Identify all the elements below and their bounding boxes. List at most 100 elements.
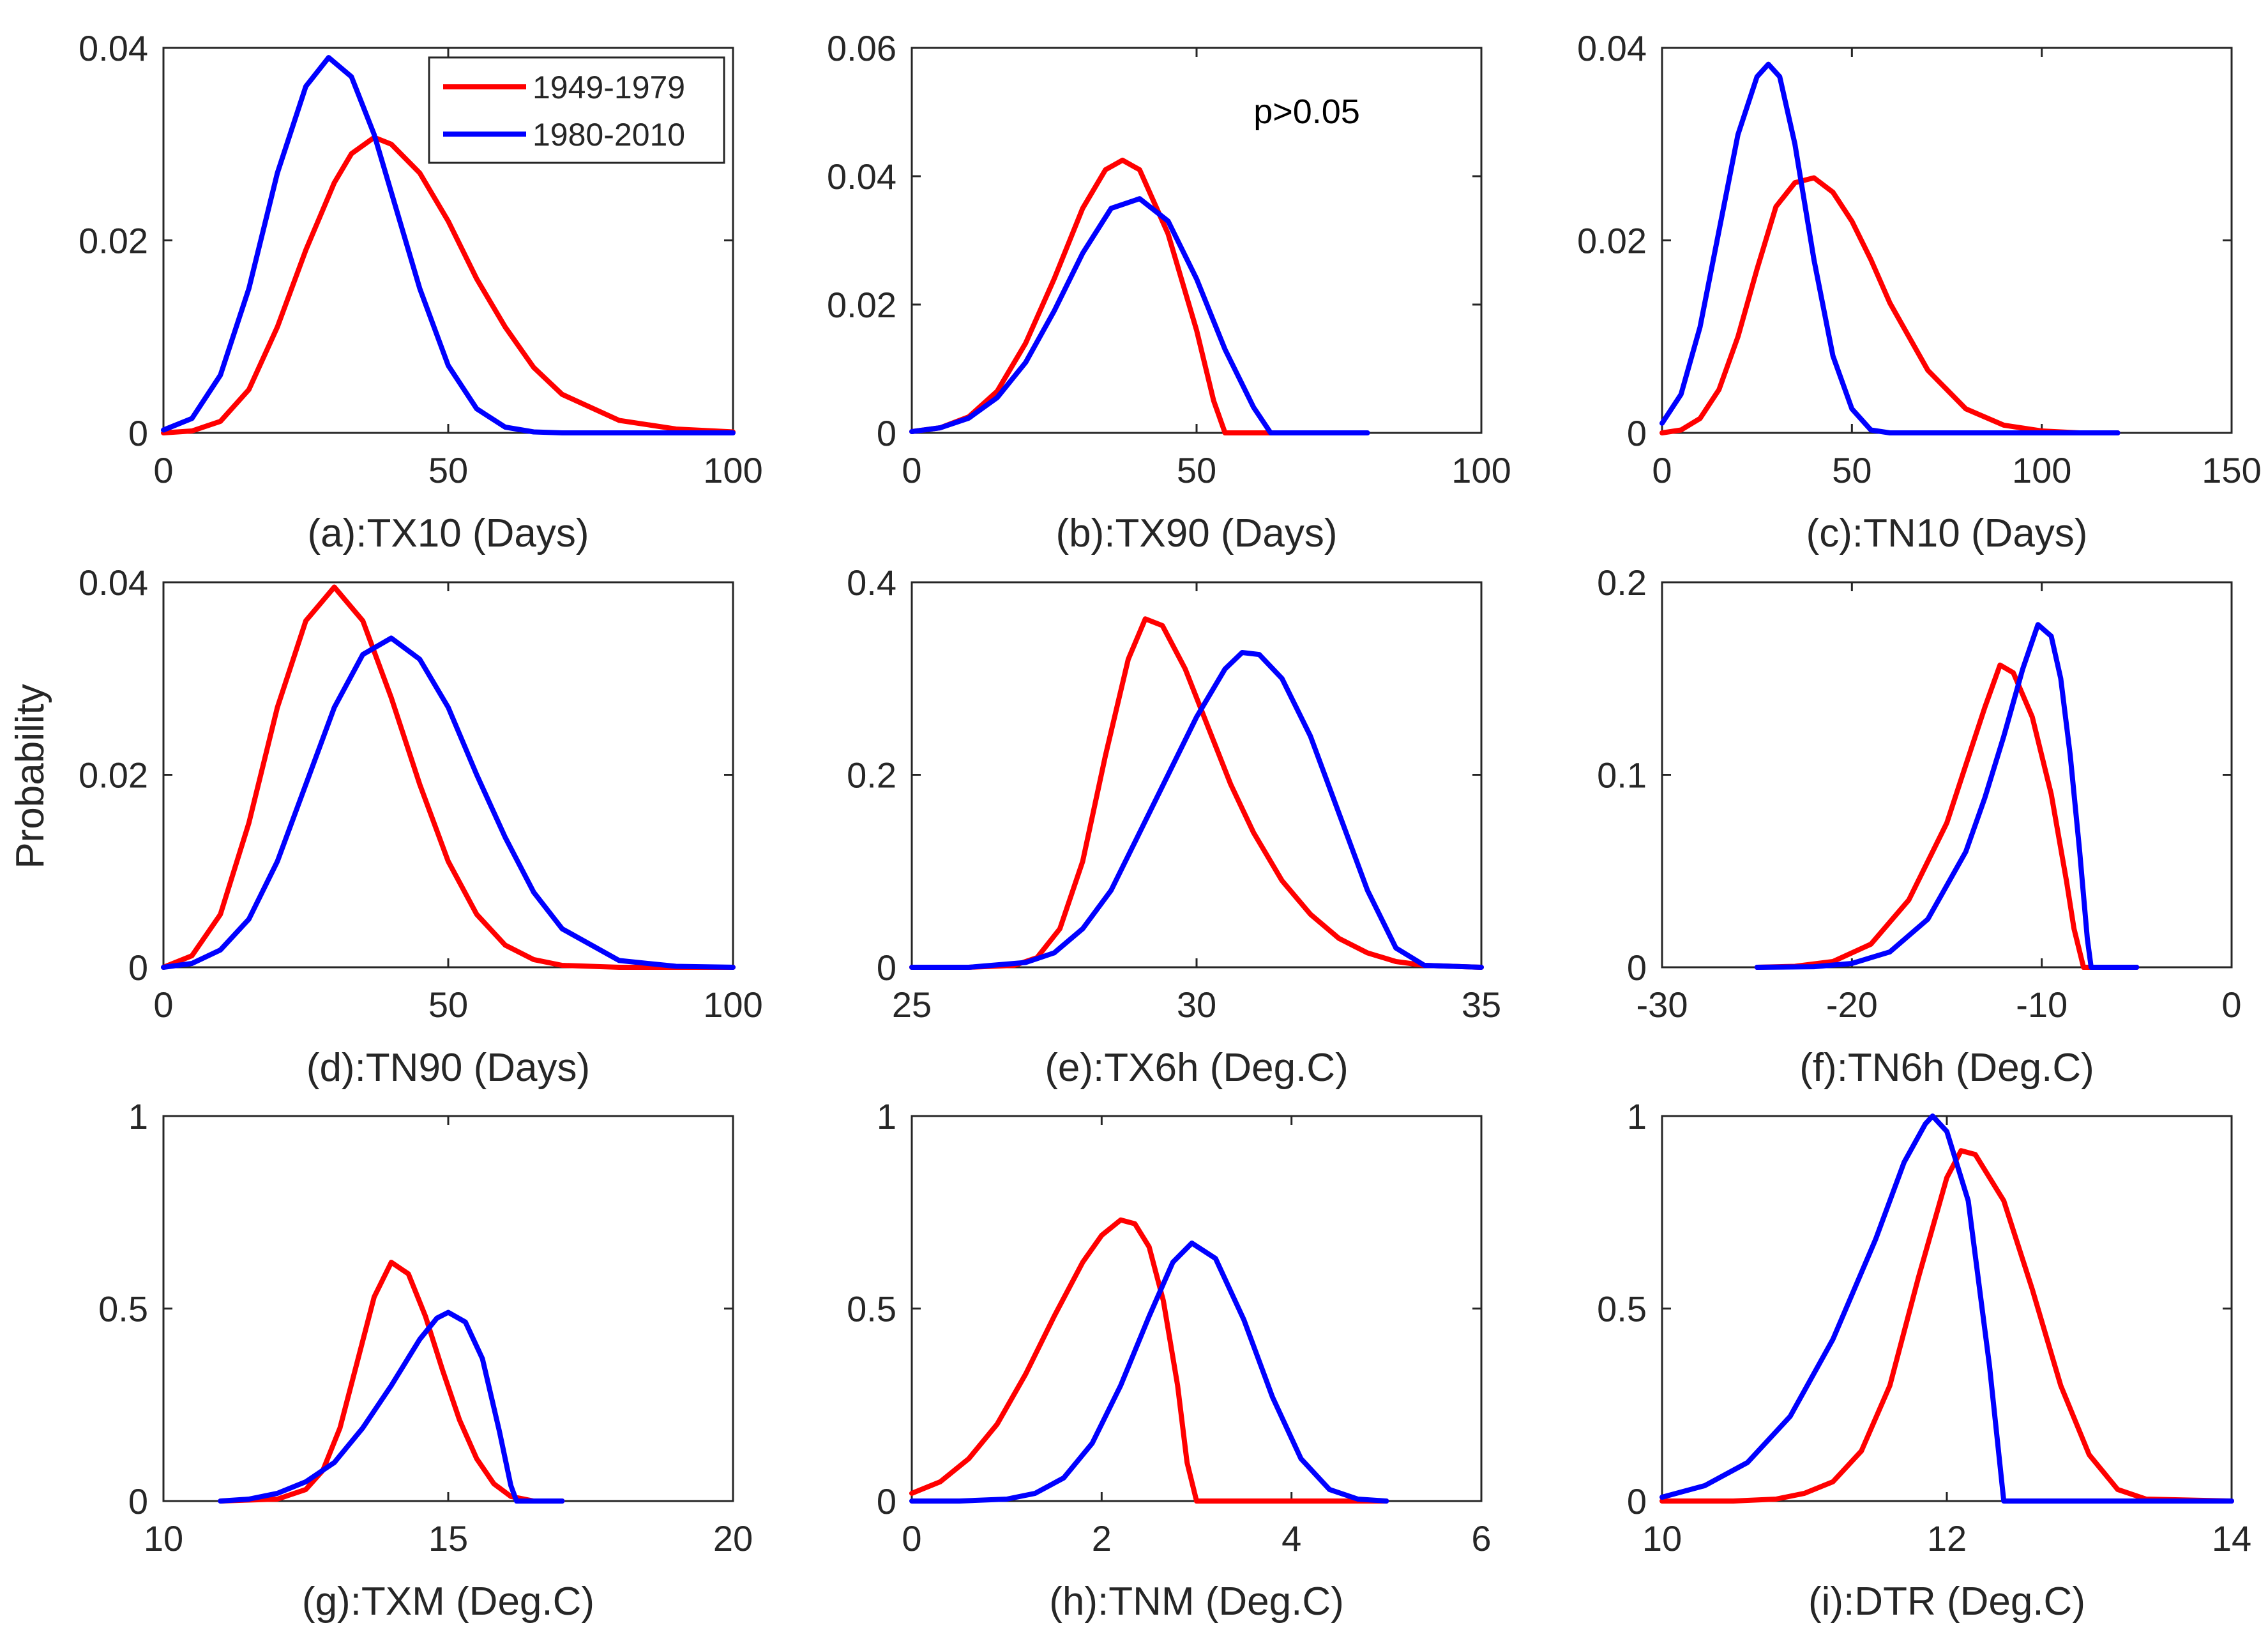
x-axis-label: (c):TN10 (Days) — [1806, 511, 2088, 555]
plot-area-e — [911, 581, 1483, 969]
y-tick-label: 0.2 — [847, 755, 896, 796]
x-tick-label: -10 — [2016, 985, 2068, 1025]
x-tick-label: 50 — [1177, 450, 1216, 490]
x-tick-label: 35 — [1462, 985, 1501, 1025]
y-tick-label: 0.5 — [847, 1289, 896, 1329]
x-tick-label: 0 — [902, 1518, 921, 1558]
series-line-1980-2010 — [1659, 61, 2121, 435]
x-tick-label: 10 — [144, 1518, 183, 1558]
x-tick-label: 25 — [892, 985, 932, 1025]
series-line-1949-1979 — [1659, 175, 2121, 435]
y-tick-label: 0 — [1627, 413, 1647, 453]
y-tick-label: 1 — [877, 1096, 896, 1136]
series-line-1949-1979 — [1754, 662, 2140, 970]
series-line-1980-2010 — [218, 1309, 565, 1504]
x-axis-label: (b):TX90 (Days) — [1056, 511, 1338, 555]
y-tick-label: 0 — [877, 1481, 896, 1521]
legend: 1949-1979 1980-2010 — [428, 56, 725, 164]
x-axis-label: (i):DTR (Deg.C) — [1808, 1580, 2085, 1624]
plot-area-h — [911, 1115, 1483, 1502]
y-tick-label: 0.02 — [1577, 221, 1647, 261]
y-tick-label: 0.06 — [827, 28, 896, 68]
x-tick-label: 0 — [902, 450, 921, 490]
x-axis-label: (g):TXM (Deg.C) — [302, 1580, 594, 1624]
series-line-1980-2010 — [161, 55, 736, 435]
x-tick-label: 0 — [153, 450, 173, 490]
series-line-1949-1979 — [1659, 1148, 2234, 1504]
x-tick-label: 0 — [153, 985, 173, 1025]
series-line-1949-1979 — [909, 1217, 1389, 1504]
x-tick-label: 2 — [1092, 1518, 1112, 1558]
y-tick-label: 1 — [1627, 1096, 1647, 1136]
y-tick-label: 0 — [877, 947, 896, 988]
y-tick-label: 0 — [1627, 947, 1647, 988]
x-tick-label: 30 — [1177, 985, 1216, 1025]
panel-d: 0 50 100 0 0.02 0.04 (d):TN90 (Days) — [79, 562, 763, 1090]
y-tick-label: 0.02 — [79, 755, 148, 796]
series-line-1949-1979 — [161, 135, 736, 435]
series-line-1980-2010 — [161, 635, 736, 970]
series-line-1949-1979 — [909, 157, 1285, 435]
x-tick-label: 100 — [2012, 450, 2071, 490]
x-tick-label: 100 — [1451, 450, 1511, 490]
x-tick-label: 12 — [1927, 1518, 1967, 1558]
legend-box — [428, 56, 725, 164]
series-line-1980-2010 — [909, 1241, 1389, 1504]
x-tick-label: 10 — [1642, 1518, 1682, 1558]
plot-area-b — [911, 47, 1483, 434]
x-tick-label: -30 — [1637, 985, 1688, 1025]
y-tick-label: 0 — [1627, 1481, 1647, 1521]
series-line-1980-2010 — [909, 650, 1484, 970]
x-tick-label: 15 — [428, 1518, 468, 1558]
plot-area-g — [162, 1115, 734, 1502]
x-tick-label: 20 — [713, 1518, 753, 1558]
panel-b: 0 50 100 0 0.02 0.04 0.06 (b):TX90 (Days) p>0.05 — [827, 28, 1511, 555]
series-line-1949-1979 — [161, 584, 736, 970]
y-tick-label: 0.04 — [79, 562, 148, 603]
figure-ylabel: Probability — [8, 684, 52, 868]
y-tick-label: 0.04 — [827, 156, 896, 197]
panel-h: 0 2 4 6 0 0.5 1 (h):TNM (Deg.C) — [847, 1096, 1491, 1624]
legend-label: 1980-2010 — [533, 117, 685, 153]
y-tick-label: 0.1 — [1597, 755, 1647, 796]
y-tick-label: 0 — [128, 947, 148, 988]
panel-c: 0 50 100 150 0 0.02 0.04 (c):TN10 (Days) — [1577, 28, 2262, 555]
panel-e: 25 30 35 0 0.2 0.4 (e):TX6h (Deg.C) — [847, 562, 1501, 1090]
x-tick-label: 100 — [703, 450, 762, 490]
y-tick-label: 0 — [128, 413, 148, 453]
x-tick-label: -20 — [1826, 985, 1878, 1025]
x-tick-label: 50 — [428, 450, 468, 490]
panel-g: 10 15 20 0 0.5 1 (g):TXM (Deg.C) — [98, 1096, 753, 1624]
y-tick-label: 0.02 — [827, 285, 896, 325]
y-tick-label: 0 — [877, 413, 896, 453]
x-axis-label: (f):TN6h (Deg.C) — [1799, 1046, 2094, 1090]
x-tick-label: 14 — [2212, 1518, 2251, 1558]
x-tick-label: 150 — [2202, 450, 2261, 490]
y-tick-label: 0 — [128, 1481, 148, 1521]
y-tick-label: 0.04 — [79, 28, 148, 68]
series-line-1980-2010 — [909, 196, 1370, 435]
panel-i: 10 12 14 0 0.5 1 (i):DTR (Deg.C) — [1597, 1096, 2251, 1624]
plot-area-d — [162, 581, 734, 969]
y-tick-label: 0.2 — [1597, 562, 1647, 603]
y-tick-label: 0.4 — [847, 562, 896, 603]
legend-label: 1949-1979 — [533, 70, 685, 105]
plot-area-c — [1661, 47, 2233, 434]
x-axis-label: (e):TX6h (Deg.C) — [1045, 1046, 1348, 1090]
x-tick-label: 0 — [2221, 985, 2241, 1025]
x-axis-label: (a):TX10 (Days) — [308, 511, 589, 555]
x-axis-label: (d):TN90 (Days) — [306, 1046, 590, 1090]
y-tick-label: 0.5 — [1597, 1289, 1647, 1329]
plot-area-f — [1661, 581, 2233, 969]
x-tick-label: 4 — [1281, 1518, 1301, 1558]
y-tick-label: 0.5 — [98, 1289, 148, 1329]
x-tick-label: 50 — [428, 985, 468, 1025]
series-line-1949-1979 — [909, 616, 1484, 970]
panel-f: -30 -20 -10 0 0 0.1 0.2 (f):TN6h (Deg.C) — [1597, 562, 2241, 1090]
x-tick-label: 50 — [1832, 450, 1871, 490]
x-tick-label: 6 — [1471, 1518, 1491, 1558]
y-tick-label: 0.04 — [1577, 28, 1647, 68]
